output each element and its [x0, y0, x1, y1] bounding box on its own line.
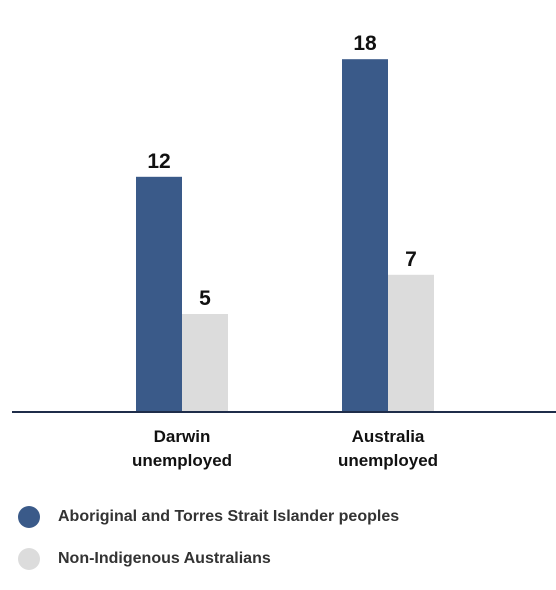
category-label-darwin: Darwin unemployed — [132, 427, 232, 470]
bars-group — [136, 59, 434, 412]
value-label-aboriginal-darwin: 12 — [147, 150, 170, 173]
legend-label-aboriginal: Aboriginal and Torres Strait Islander pe… — [58, 508, 400, 525]
value-label-aboriginal-australia: 18 — [353, 32, 377, 55]
bar-non-indigenous-darwin — [182, 314, 228, 412]
legend: Aboriginal and Torres Strait Islander pe… — [18, 506, 399, 590]
value-label-non-indigenous-australia: 7 — [405, 248, 417, 271]
category-label-australia: Australia unemployed — [338, 427, 438, 470]
legend-item-aboriginal: Aboriginal and Torres Strait Islander pe… — [18, 506, 399, 528]
value-label-non-indigenous-darwin: 5 — [199, 287, 211, 310]
legend-swatch-non-indigenous — [18, 548, 40, 570]
legend-item-non-indigenous: Non-Indigenous Australians — [18, 548, 399, 570]
bar-aboriginal-australia — [342, 59, 388, 412]
legend-label-non-indigenous: Non-Indigenous Australians — [58, 550, 271, 567]
value-labels-group: 12 5 18 7 — [147, 32, 417, 310]
bar-aboriginal-darwin — [136, 176, 182, 412]
bar-chart: 12 5 18 7 Darwin unemployed Australia unemploy… — [12, 32, 556, 470]
category-labels-group: Darwin unemployed Australia unemployed — [132, 427, 438, 470]
legend-swatch-aboriginal — [18, 506, 40, 528]
bar-non-indigenous-australia — [388, 274, 434, 412]
